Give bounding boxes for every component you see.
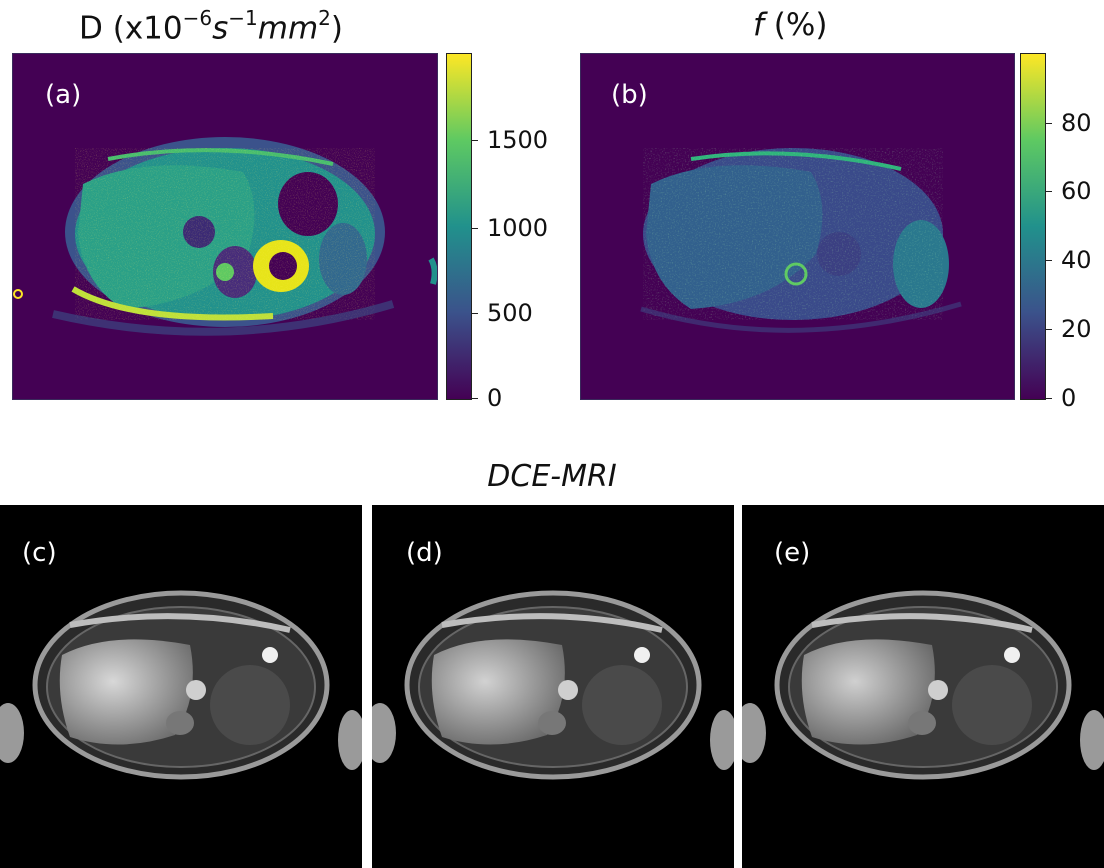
- title-diffusion: D (x10−6s−1mm2): [79, 6, 343, 47]
- section-title-dce-mri: DCE-MRI: [487, 459, 617, 494]
- colorbar-diffusion-ticks: 1500 1000 500 0: [471, 53, 561, 410]
- tick-label: 0: [1061, 384, 1077, 412]
- tick-label: 0: [487, 384, 503, 412]
- colorbar-perfusion-fraction-ticks: 80 60 40 20 0: [1045, 53, 1104, 410]
- dce-mri-image-c: (c): [0, 505, 362, 868]
- colorbar-perfusion-fraction: [1020, 53, 1046, 400]
- tick-label: 60: [1061, 177, 1092, 205]
- title-perfusion-fraction: f (%): [753, 7, 828, 43]
- dce-mri-image-d: (d): [372, 505, 734, 868]
- tick-label: 1000: [487, 214, 549, 242]
- tick-label: 80: [1061, 109, 1092, 137]
- tick-label: 40: [1061, 246, 1092, 274]
- perfusion-fraction-map-image: (b): [580, 53, 1015, 400]
- colorbar-diffusion: [446, 53, 472, 400]
- panel-label-a: (a): [45, 80, 82, 110]
- panel-label-b: (b): [611, 80, 648, 110]
- panel-label-c: (c): [22, 538, 57, 568]
- tick-label: 1500: [487, 126, 549, 154]
- panel-label-e: (e): [774, 538, 811, 568]
- diffusion-map-image: (a): [12, 53, 438, 400]
- tick-label: 500: [487, 299, 533, 327]
- tick-label: 20: [1061, 315, 1092, 343]
- dce-mri-image-e: (e): [742, 505, 1104, 868]
- panel-label-d: (d): [406, 538, 443, 568]
